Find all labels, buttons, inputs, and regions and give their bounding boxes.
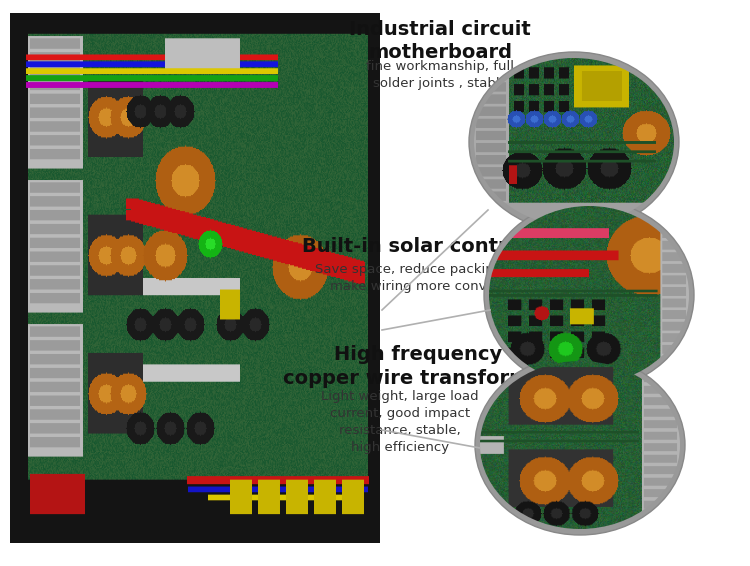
Text: fine workmanship, full
solder joints , stable: fine workmanship, full solder joints , s… [366,60,514,90]
Ellipse shape [484,200,694,390]
Text: High frequency
copper wire transformer: High frequency copper wire transformer [284,345,553,388]
Text: Save space, reduce packing costs,
make wiring more convenient: Save space, reduce packing costs, make w… [315,263,545,293]
Ellipse shape [475,355,685,535]
Text: Light weight, large load
current, good impact
resistance, stable,
high efficienc: Light weight, large load current, good i… [321,390,478,454]
Ellipse shape [469,52,679,232]
Text: Industrial circuit
motherboard: Industrial circuit motherboard [349,20,531,62]
Text: Built-in solar controller: Built-in solar controller [302,237,558,256]
